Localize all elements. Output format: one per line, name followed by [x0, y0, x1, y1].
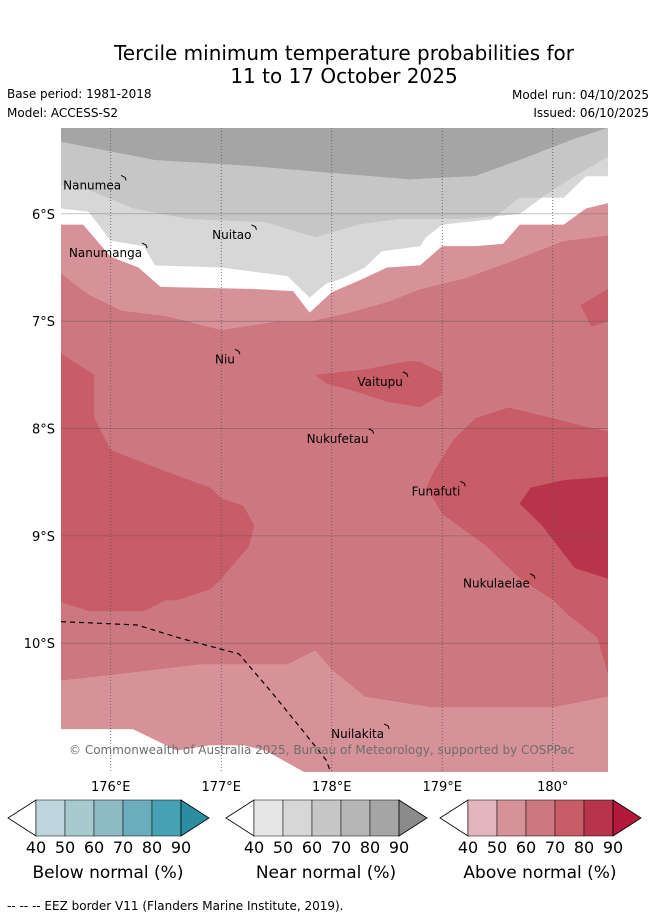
island-mark-0	[120, 174, 127, 181]
island-mark-6	[460, 480, 466, 487]
copyright-text: © Commonwealth of Australia 2025, Bureau…	[69, 743, 574, 757]
x-tick-label-1: 177°E	[201, 780, 241, 795]
colorbar-2-level-5: 90	[603, 838, 623, 857]
colorbar-2-bin-4	[583, 799, 614, 837]
colorbar-title-above: Above normal (%)	[463, 863, 617, 883]
colorbar-0-low-extend	[7, 799, 37, 837]
colorbar-1-high-extend	[398, 799, 428, 837]
model-name: Model: ACCESS-S2	[7, 106, 119, 120]
island-mark-5	[368, 428, 375, 434]
x-tick-label-0: 176°E	[91, 780, 131, 795]
colorbar-1-bin-3	[340, 799, 371, 837]
place-label-7: Nukulaelae	[463, 577, 530, 591]
island-mark-8	[383, 723, 390, 730]
colorbar-0-level-2: 60	[84, 838, 104, 857]
colorbar-1-bin-0	[253, 799, 284, 837]
region-above-normal-70-80-10	[519, 476, 608, 579]
region-above-normal-60-70-6	[61, 353, 255, 611]
island-mark-2	[141, 242, 148, 249]
place-label-8: Nuilakita	[331, 727, 384, 741]
region-above-normal-40-50-3	[61, 203, 608, 330]
colorbar-2-bin-0	[467, 799, 498, 837]
colorbar-1-bin-4	[369, 799, 400, 837]
colorbar-1-level-4: 80	[360, 838, 380, 857]
region-near-normal-60-70-2	[61, 157, 608, 298]
island-mark-7	[529, 573, 536, 579]
base-period: Base period: 1981-2018	[7, 87, 152, 101]
colorbar-0-bin-4	[151, 799, 182, 837]
colorbar-0-bin-3	[122, 799, 153, 837]
x-tick-label-3: 179°E	[422, 780, 462, 795]
colorbar-1-level-1: 50	[273, 838, 293, 857]
colorbar-0-bin-2	[93, 799, 124, 837]
colorbar-1-bin-1	[282, 799, 313, 837]
eez-border-line	[61, 621, 332, 772]
colorbar-title-near: Near normal (%)	[255, 863, 397, 883]
y-tick-label-1: 7°S	[32, 315, 55, 330]
colorbar-1-level-5: 90	[389, 838, 409, 857]
colorbar-2-level-4: 80	[574, 838, 594, 857]
colorbar-2-level-0: 40	[458, 838, 478, 857]
chart-title-line2: 11 to 17 October 2025	[230, 64, 458, 88]
region-above-normal-60-70-7	[315, 360, 443, 408]
colorbar-2-high-extend	[612, 799, 642, 837]
island-mark-4	[402, 371, 409, 378]
colorbar-0-level-0: 40	[26, 838, 46, 857]
issued-date: Issued: 06/10/2025	[533, 106, 649, 120]
place-label-2: Nanumanga	[69, 246, 142, 260]
colorbar-1-level-2: 60	[302, 838, 322, 857]
colorbar-0-level-3: 70	[113, 838, 133, 857]
colorbar-title-below: Below normal (%)	[32, 863, 184, 883]
y-tick-label-0: 6°S	[32, 208, 55, 223]
colorbar-2-low-extend	[439, 799, 469, 837]
colorbar-2-level-3: 70	[545, 838, 565, 857]
place-label-1: Nuitao	[212, 228, 251, 242]
colorbar-1-bin-2	[311, 799, 342, 837]
colorbar-2-bin-3	[554, 799, 585, 837]
region-near-normal-70-80-1	[61, 128, 608, 238]
colorbar-0-bin-1	[64, 799, 95, 837]
colorbar-1-low-extend	[225, 799, 255, 837]
x-tick-label-4: 180°	[537, 780, 568, 795]
colorbar-1: 40 50 60 70 80 90	[225, 799, 428, 857]
place-label-5: Nukufetau	[307, 432, 369, 446]
place-label-6: Funafuti	[412, 484, 461, 498]
place-label-4: Vaitupu	[357, 375, 403, 389]
colorbar-0-high-extend	[180, 799, 210, 837]
colorbar-2-bin-2	[525, 799, 556, 837]
colorbar-0-level-4: 80	[142, 838, 162, 857]
x-tick-label-2: 178°E	[312, 780, 352, 795]
y-tick-label-3: 9°S	[32, 530, 55, 545]
chart-title-line1: Tercile minimum temperature probabilitie…	[113, 41, 575, 65]
colorbar-0: 40 50 60 70 80 90	[7, 799, 210, 857]
colorbar-2-level-2: 60	[516, 838, 536, 857]
colorbar-0-level-1: 50	[55, 838, 75, 857]
colorbar-2: 40 50 60 70 80 90	[439, 799, 642, 857]
place-label-3: Niu	[215, 352, 235, 366]
y-tick-label-4: 10°S	[24, 637, 55, 652]
model-run: Model run: 04/10/2025	[511, 88, 649, 102]
region-near-normal-80-90-0	[61, 128, 608, 180]
y-tick-label-2: 8°S	[32, 423, 55, 438]
region-above-normal-60-70-9	[580, 289, 608, 327]
colorbar-1-level-0: 40	[244, 838, 264, 857]
region-above-normal-40-50-4	[61, 650, 608, 772]
colorbar-1-level-3: 70	[331, 838, 351, 857]
colorbar-2-level-1: 50	[487, 838, 507, 857]
place-label-0: Nanumea	[63, 178, 121, 192]
eez-legend-note: -- -- -- EEZ border V11 (Flanders Marine…	[7, 899, 344, 913]
island-mark-3	[234, 348, 241, 355]
island-mark-1	[251, 224, 257, 230]
region-above-normal-60-70-8	[425, 407, 608, 676]
colorbar-0-bin-0	[35, 799, 66, 837]
colorbar-2-bin-1	[496, 799, 527, 837]
colorbar-0-level-5: 90	[171, 838, 191, 857]
